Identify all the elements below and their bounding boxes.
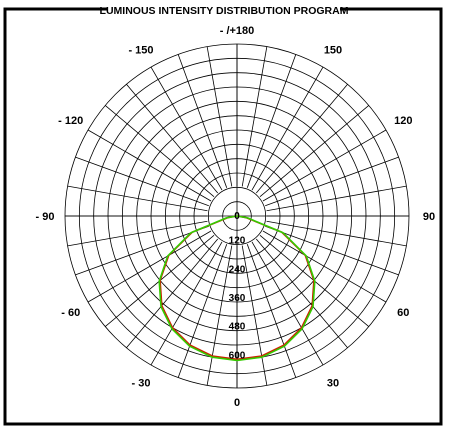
grid-spoke [126, 83, 219, 194]
angle-label: 30 [327, 377, 339, 389]
grid-spoke [266, 220, 407, 247]
grid-spoke [126, 238, 219, 349]
grid-spoke [246, 244, 297, 378]
angle-labels: - /+180 150 - 150 120 - 120 90 - 90 60 - 60 30 - 3… [36, 25, 436, 409]
grid-spoke [87, 129, 212, 202]
grid-spoke [75, 156, 209, 207]
angle-label: - 30 [132, 377, 151, 389]
grid-spoke [255, 238, 348, 349]
grid-spoke [206, 245, 233, 386]
grid-spoke [251, 241, 324, 366]
grid-spoke [206, 46, 233, 187]
grid-spoke [104, 105, 215, 198]
radial-tick-label: 360 [229, 293, 246, 304]
radial-tick-label: 0 [234, 211, 240, 222]
grid-spoke [262, 230, 387, 303]
radial-tick-label: 600 [229, 350, 246, 361]
chart-title: LUMINOUS INTENSITY DISTRIBUTION PROGRAM [100, 5, 349, 17]
angle-label: 150 [324, 45, 342, 57]
angle-label: 60 [397, 307, 409, 319]
angle-label: - 150 [128, 45, 153, 57]
grid-spoke [177, 244, 228, 378]
grid-spoke [241, 245, 268, 386]
grid-spoke [255, 83, 348, 194]
angle-label: - 60 [61, 307, 80, 319]
angle-label: 0 [234, 397, 240, 409]
angle-label: - /+180 [220, 25, 255, 37]
angle-label: 90 [423, 211, 435, 223]
angle-label: - 90 [36, 211, 55, 223]
grid-spoke [75, 225, 209, 276]
grid-spoke [150, 241, 223, 366]
angle-label: 120 [394, 115, 412, 127]
series-group [158, 215, 316, 362]
grid-spoke [265, 225, 399, 276]
grid-spoke [262, 129, 387, 202]
angle-label: - 120 [58, 115, 83, 127]
grid-spoke [246, 54, 297, 188]
grid-spoke [266, 185, 407, 212]
series-line [158, 215, 316, 362]
grid-spoke [87, 230, 212, 303]
grid-spoke [67, 185, 208, 212]
radial-tick-label: 240 [229, 264, 246, 275]
grid-spoke [241, 46, 268, 187]
grid-spoke [251, 66, 324, 191]
grid-spoke [259, 105, 370, 198]
title-backdrop [108, 1, 340, 18]
radial-tick-label: 480 [229, 322, 246, 333]
grid-spoke [265, 156, 399, 207]
grid-spoke [150, 66, 223, 191]
radial-tick-label: 120 [229, 236, 246, 247]
grid-spoke [67, 220, 208, 247]
grid-spoke [177, 54, 228, 188]
radial-tick-labels: 0 120 240 360 480 600 [229, 211, 246, 361]
